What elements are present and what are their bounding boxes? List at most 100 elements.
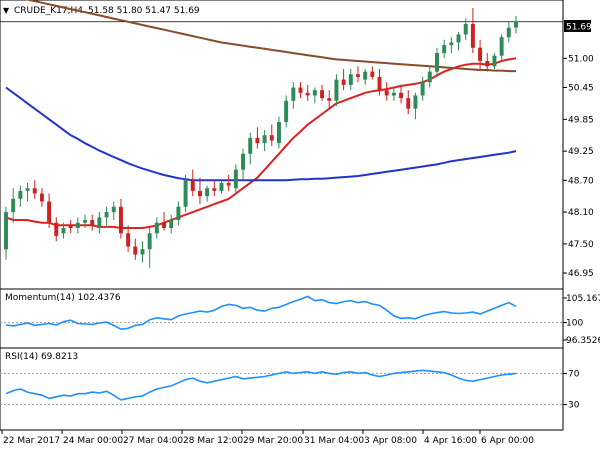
candle-body (39, 193, 44, 202)
candle-body (4, 212, 8, 250)
candle-body (68, 225, 73, 228)
candle-body (90, 220, 95, 226)
candle-body (97, 217, 102, 228)
candle-body (478, 47, 483, 62)
candle-body (205, 188, 210, 197)
candle-body (197, 190, 202, 197)
collapse-triangle-icon[interactable]: ▼ (3, 6, 10, 15)
candle (391, 87, 396, 101)
time-tick-label: 27 Mar 04:00 (123, 436, 183, 446)
candle (197, 177, 202, 205)
candle (485, 53, 490, 72)
candle-body (32, 188, 37, 194)
candle-body (219, 182, 224, 191)
candle-body (514, 21, 518, 28)
price-tick-label: 48.10 (568, 208, 594, 218)
candle (399, 84, 404, 104)
candle (68, 220, 73, 234)
candle-body (126, 233, 131, 247)
candle-body (391, 92, 396, 96)
ma-line-sma100 (5, 86, 517, 182)
candle-body (147, 233, 152, 250)
price-pane[interactable] (0, 0, 564, 290)
ma-line-sma200 (25, 0, 516, 73)
candle (384, 82, 389, 101)
candle (25, 182, 30, 202)
candle-body (305, 92, 310, 96)
candle-body (427, 71, 432, 83)
candle (18, 185, 23, 207)
momentum-line (5, 295, 517, 331)
momentum-plot (0, 295, 563, 331)
price-tick-label: 47.50 (568, 240, 594, 250)
momentum-tick-label: 96.3526 (566, 336, 600, 346)
momentum-tick-label: 105.1675 (566, 294, 600, 304)
rsi-plot (0, 369, 563, 406)
candle (75, 217, 80, 234)
price-tick-label: 49.85 (568, 115, 594, 125)
candle-body (154, 222, 159, 234)
candle-body (54, 222, 59, 236)
candle (506, 21, 511, 43)
candle (126, 225, 131, 252)
symbol-label: CRUDE_K17,H4 (14, 6, 83, 16)
time-tick-label: 31 Mar 04:00 (304, 436, 364, 446)
candle (162, 212, 167, 231)
rsi-pane[interactable] (0, 347, 564, 431)
candle-body (363, 71, 368, 80)
candle (219, 180, 224, 194)
time-tick-label: 4 Apr 16:00 (424, 436, 477, 446)
candle-body (233, 169, 238, 189)
candle-body (341, 79, 346, 85)
candle-body (11, 198, 16, 213)
candle (133, 238, 138, 260)
candle-body (183, 180, 188, 207)
candle (212, 180, 217, 197)
price-tick-label: 51.00 (568, 54, 594, 64)
candle (435, 47, 439, 77)
candle (97, 212, 102, 234)
candle (284, 95, 289, 128)
candle-body (291, 87, 296, 101)
candle (463, 18, 468, 40)
candle-body (406, 98, 411, 109)
candle (90, 214, 95, 231)
candle (420, 76, 425, 101)
candle (205, 185, 210, 202)
candle (262, 129, 267, 152)
candle-body (162, 222, 167, 228)
candle-body (255, 137, 260, 144)
candle (226, 174, 231, 191)
candle (492, 53, 497, 69)
candle (327, 90, 332, 109)
candle-body (435, 53, 439, 72)
price-tick-label: 49.25 (568, 147, 594, 157)
candle (39, 188, 44, 207)
price-plot (0, 0, 563, 268)
time-tick-label: 24 Mar 00:00 (63, 436, 123, 446)
price-tick-label: 46.95 (568, 269, 594, 279)
candle (298, 82, 303, 99)
candle-body (241, 153, 246, 170)
candle-body (355, 74, 360, 77)
candle (255, 127, 260, 149)
candle-body (485, 61, 490, 67)
candle-body (370, 71, 375, 77)
candle (348, 68, 353, 91)
candle-body (499, 37, 504, 56)
rsi-line (5, 369, 517, 401)
candle-body (269, 135, 274, 141)
candle-body (456, 34, 461, 43)
candle-body (420, 82, 425, 96)
candle-body (470, 23, 475, 48)
candle (111, 201, 116, 221)
candle (470, 8, 475, 54)
candle-body (133, 246, 138, 255)
candle (176, 201, 181, 226)
candle (276, 116, 281, 149)
candle-body (118, 206, 123, 234)
candle-body (399, 92, 404, 99)
momentum-tick-label: 100 (566, 319, 583, 329)
candle (514, 15, 518, 34)
candle (427, 66, 432, 88)
